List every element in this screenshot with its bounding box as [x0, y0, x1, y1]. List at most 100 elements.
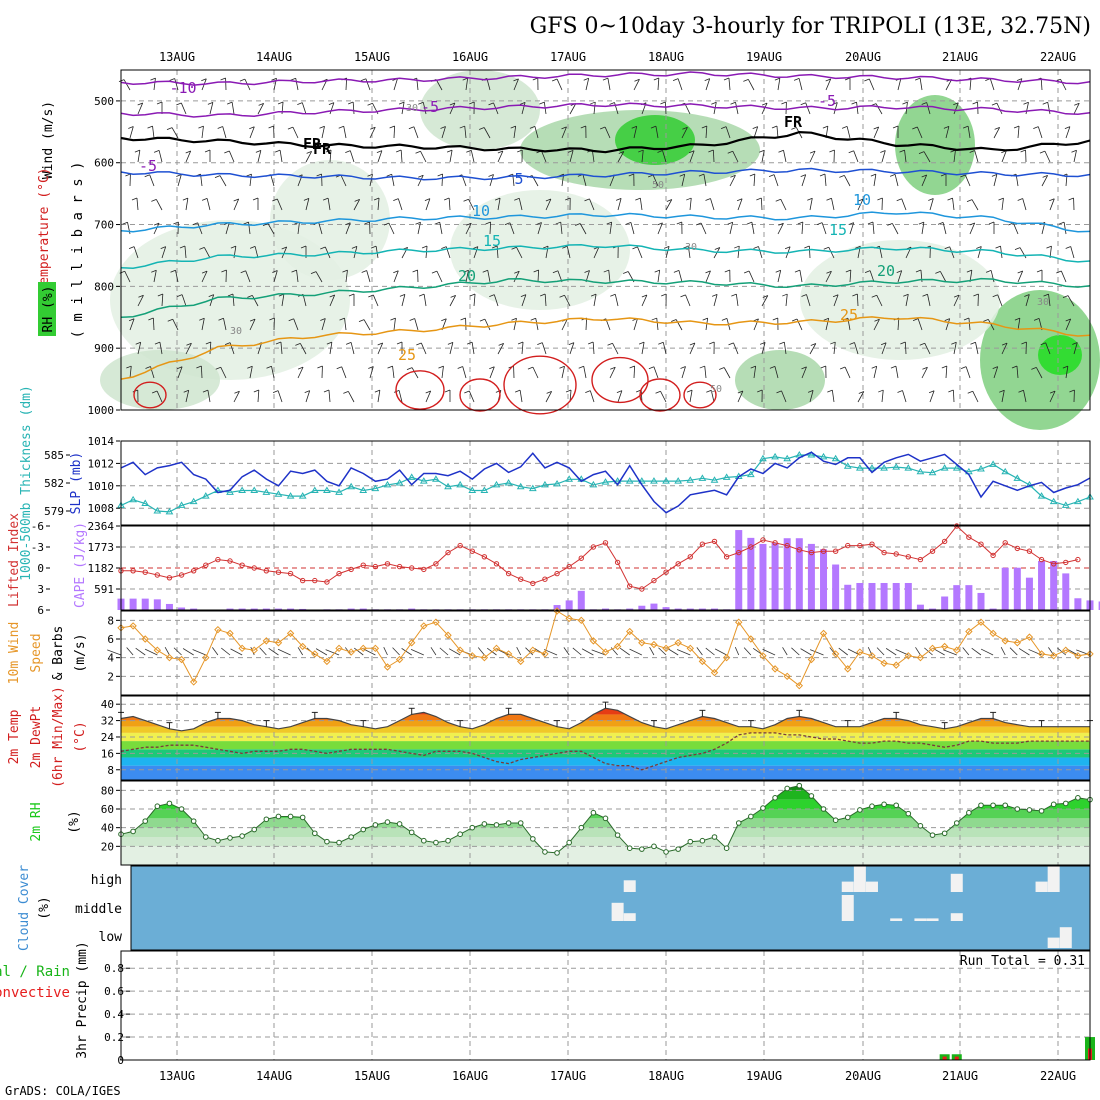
wind-barb — [949, 246, 955, 259]
cape-bar — [1038, 560, 1046, 610]
wind-barb-10m — [962, 647, 970, 656]
wind-barb — [791, 318, 798, 322]
wind-barb — [318, 222, 323, 235]
wind-speed-point — [407, 639, 416, 647]
rh-point — [820, 806, 827, 812]
wind-barb — [975, 342, 979, 355]
wind-barb — [249, 245, 256, 249]
rh-tick-label: 80 — [101, 784, 114, 797]
cape-bar — [674, 608, 682, 610]
wind-barb — [681, 366, 686, 379]
wind-speed-point — [444, 631, 452, 639]
wind-barb — [222, 126, 227, 139]
cape-bar — [880, 582, 888, 610]
wind-barb — [276, 198, 283, 211]
wind-barb — [712, 149, 715, 163]
wind-speed-point — [274, 639, 283, 647]
wind-barb — [127, 222, 131, 235]
rh-point — [275, 813, 282, 820]
temp-tick-label: 16 — [101, 747, 114, 760]
wind-barb — [819, 173, 826, 177]
wind-barb — [709, 341, 715, 345]
thickness-point — [395, 479, 404, 486]
lifted-index-point — [966, 534, 972, 540]
wind-barb — [271, 366, 275, 379]
wind-barb — [473, 246, 479, 259]
cloud-bar-high — [1047, 866, 1060, 892]
thickness-point — [286, 492, 295, 499]
wind-barb — [511, 317, 517, 321]
wind-barb — [533, 269, 539, 273]
lifted-index-point — [614, 559, 621, 566]
lifted-index-point — [130, 568, 136, 574]
cape-bar — [1025, 577, 1033, 610]
wind-speed-point — [807, 655, 816, 664]
wind-barb — [390, 317, 396, 321]
lifted-index-point — [990, 552, 996, 559]
wind-barb — [185, 150, 191, 154]
contour-label: FR — [303, 135, 322, 153]
lifted-tick-label: 3 — [37, 583, 44, 596]
wind-barb — [185, 150, 192, 163]
wind-barb — [965, 366, 971, 379]
wind-barb — [623, 271, 629, 274]
rh-point — [336, 839, 342, 846]
rh-point — [602, 815, 609, 822]
wind-barb — [775, 269, 781, 273]
wind-barb — [832, 294, 839, 298]
wind-barb — [497, 150, 504, 163]
wind-barb — [720, 126, 727, 130]
wind-barb-10m — [230, 648, 243, 656]
wind-barb — [944, 318, 950, 321]
wind-barb — [781, 390, 787, 403]
wind-barb — [129, 366, 132, 379]
thickness-point — [989, 460, 997, 467]
wind-barb — [247, 365, 253, 369]
wind-barb — [806, 294, 811, 307]
wind-barb — [1017, 78, 1023, 91]
rh-point — [433, 839, 439, 846]
wind-barb — [633, 365, 636, 379]
contour-label: 25 — [840, 306, 858, 324]
wind-barb — [730, 101, 736, 105]
rh-point — [893, 802, 900, 809]
wind-barb — [249, 366, 253, 379]
cape-bar — [977, 592, 985, 610]
wind-barb — [799, 270, 803, 283]
wind-speed-point — [1037, 650, 1046, 658]
cape-bar — [262, 608, 270, 610]
wind-barb — [844, 366, 851, 379]
wind-barb — [945, 79, 952, 91]
temp-band — [121, 714, 1090, 721]
wind-barb — [468, 199, 475, 211]
lifted-index-point — [760, 537, 766, 543]
wind-barb — [714, 247, 720, 250]
lifted-index-point — [857, 542, 863, 549]
wind-barb — [401, 294, 406, 307]
wind-barb — [383, 222, 390, 226]
wind-barb — [489, 294, 495, 297]
wind-barb-10m — [714, 648, 727, 656]
wind-barb — [344, 318, 347, 331]
credit-label: GrADS: COLA/IGES — [5, 1084, 121, 1098]
wind-barb — [532, 77, 538, 81]
lifted-index-point — [784, 542, 790, 549]
upper-air-frame — [120, 69, 1091, 411]
wind-barb — [494, 197, 501, 201]
wind-barb — [677, 78, 683, 91]
wind-barb — [584, 198, 590, 202]
cape-bar — [129, 598, 137, 610]
wind-barb — [721, 318, 728, 321]
wind-barb — [585, 390, 591, 393]
contour-label: 15 — [829, 221, 847, 239]
thickness-point — [565, 475, 574, 482]
wind-barb — [617, 198, 622, 211]
wind-barb — [1017, 270, 1024, 283]
rh-point — [796, 782, 803, 789]
wind-barb — [927, 294, 931, 307]
wind-barb — [583, 77, 589, 81]
rh-point — [142, 818, 149, 824]
wind-speed-point — [928, 644, 937, 653]
wind-barb-10m — [439, 647, 449, 656]
cape-bar — [916, 604, 924, 610]
